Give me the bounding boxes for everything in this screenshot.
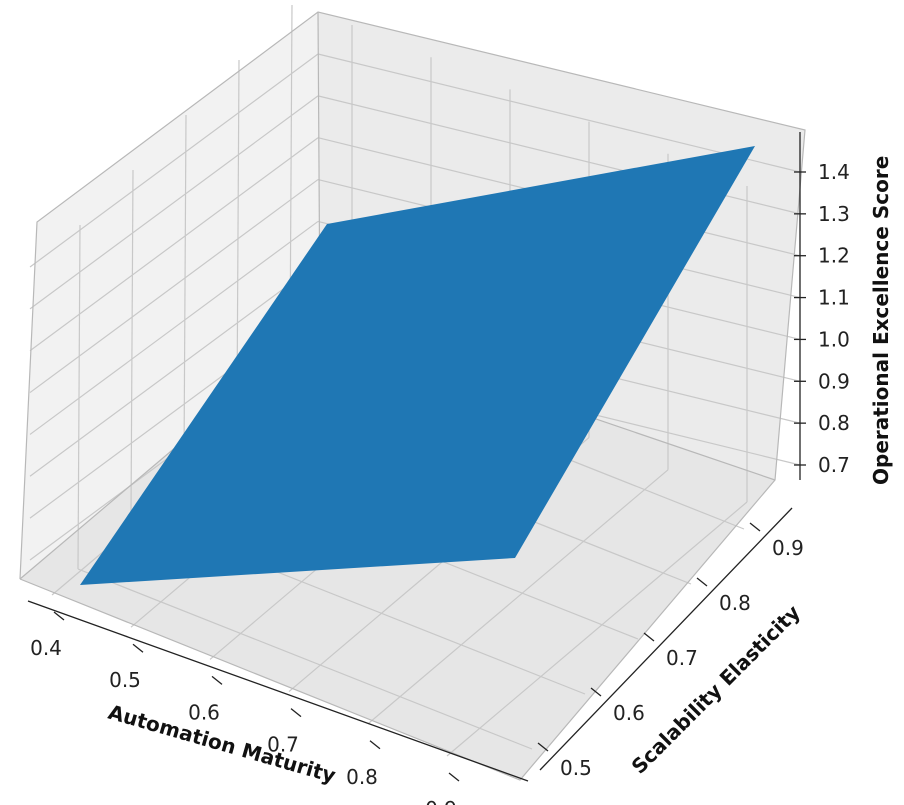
z-grid-line-left: [29, 262, 319, 477]
x-tick: [53, 611, 65, 621]
z-tick-label: 1.4: [818, 160, 850, 184]
x-grid-line: [367, 469, 669, 725]
z-grid-line-left: [29, 179, 319, 394]
x-tick: [132, 643, 144, 653]
z-tick-label: 0.7: [818, 453, 850, 477]
axis-lines: [27, 132, 801, 782]
y-tick-label: 0.8: [719, 591, 751, 615]
x-tick-label: 0.4: [30, 636, 62, 660]
z-tick-label: 0.9: [818, 369, 850, 393]
z-tick-label: 1.1: [818, 286, 850, 310]
z-grid-line-left: [29, 95, 319, 310]
y-tick: [590, 687, 602, 697]
tick-labels: 0.4 0.5 0.6 0.7 0.8 0.9 0.5 0.6 0.7 0.8 0.9 0.7 0.8 0…: [30, 160, 850, 805]
x-tick-label: 0.8: [346, 765, 378, 789]
z-grid-line: [317, 53, 801, 173]
x-tick: [211, 675, 223, 685]
y-tick: [696, 577, 708, 587]
x-tick: [290, 708, 302, 718]
x-tick-label: 0.9: [425, 797, 457, 805]
surface-plane: [80, 146, 755, 585]
z-axis-title: Operational Excellence Score: [869, 156, 893, 485]
x-tick-label: 0.5: [109, 668, 141, 692]
y-tick-label: 0.7: [666, 646, 698, 670]
z-grid-line-left: [29, 53, 319, 268]
z-grid-line-left: [29, 220, 319, 435]
y-grid-line-vertical: [236, 59, 240, 405]
y-grid-line-vertical: [183, 114, 187, 460]
x-axis-title: Automation Maturity: [106, 700, 339, 788]
x-tick: [448, 772, 460, 782]
x-grid-line: [446, 501, 748, 757]
y-grid-line-vertical: [130, 169, 134, 515]
y-tick-label: 0.6: [613, 701, 645, 725]
y-tick-label: 0.5: [560, 756, 592, 780]
y-tick: [537, 742, 549, 752]
tick-marks: [53, 171, 806, 782]
x-tick-label: 0.7: [267, 733, 299, 757]
x-tick-label: 0.6: [188, 700, 220, 724]
left-pane: [20, 12, 320, 579]
x-tick: [369, 740, 381, 750]
y-tick: [749, 522, 761, 532]
z-tick-label: 1.3: [818, 202, 850, 226]
z-tick-label: 1.0: [818, 327, 850, 351]
y-tick: [643, 632, 655, 642]
y-tick-label: 0.9: [772, 536, 804, 560]
z-tick-label: 1.2: [818, 244, 850, 268]
y-grid-line: [77, 568, 533, 750]
z-tick-label: 0.8: [818, 411, 850, 435]
z-grid-line-left: [29, 137, 319, 352]
y-axis-title: Scalability Elasticity: [627, 600, 805, 778]
y-grid-line-vertical: [77, 224, 81, 570]
